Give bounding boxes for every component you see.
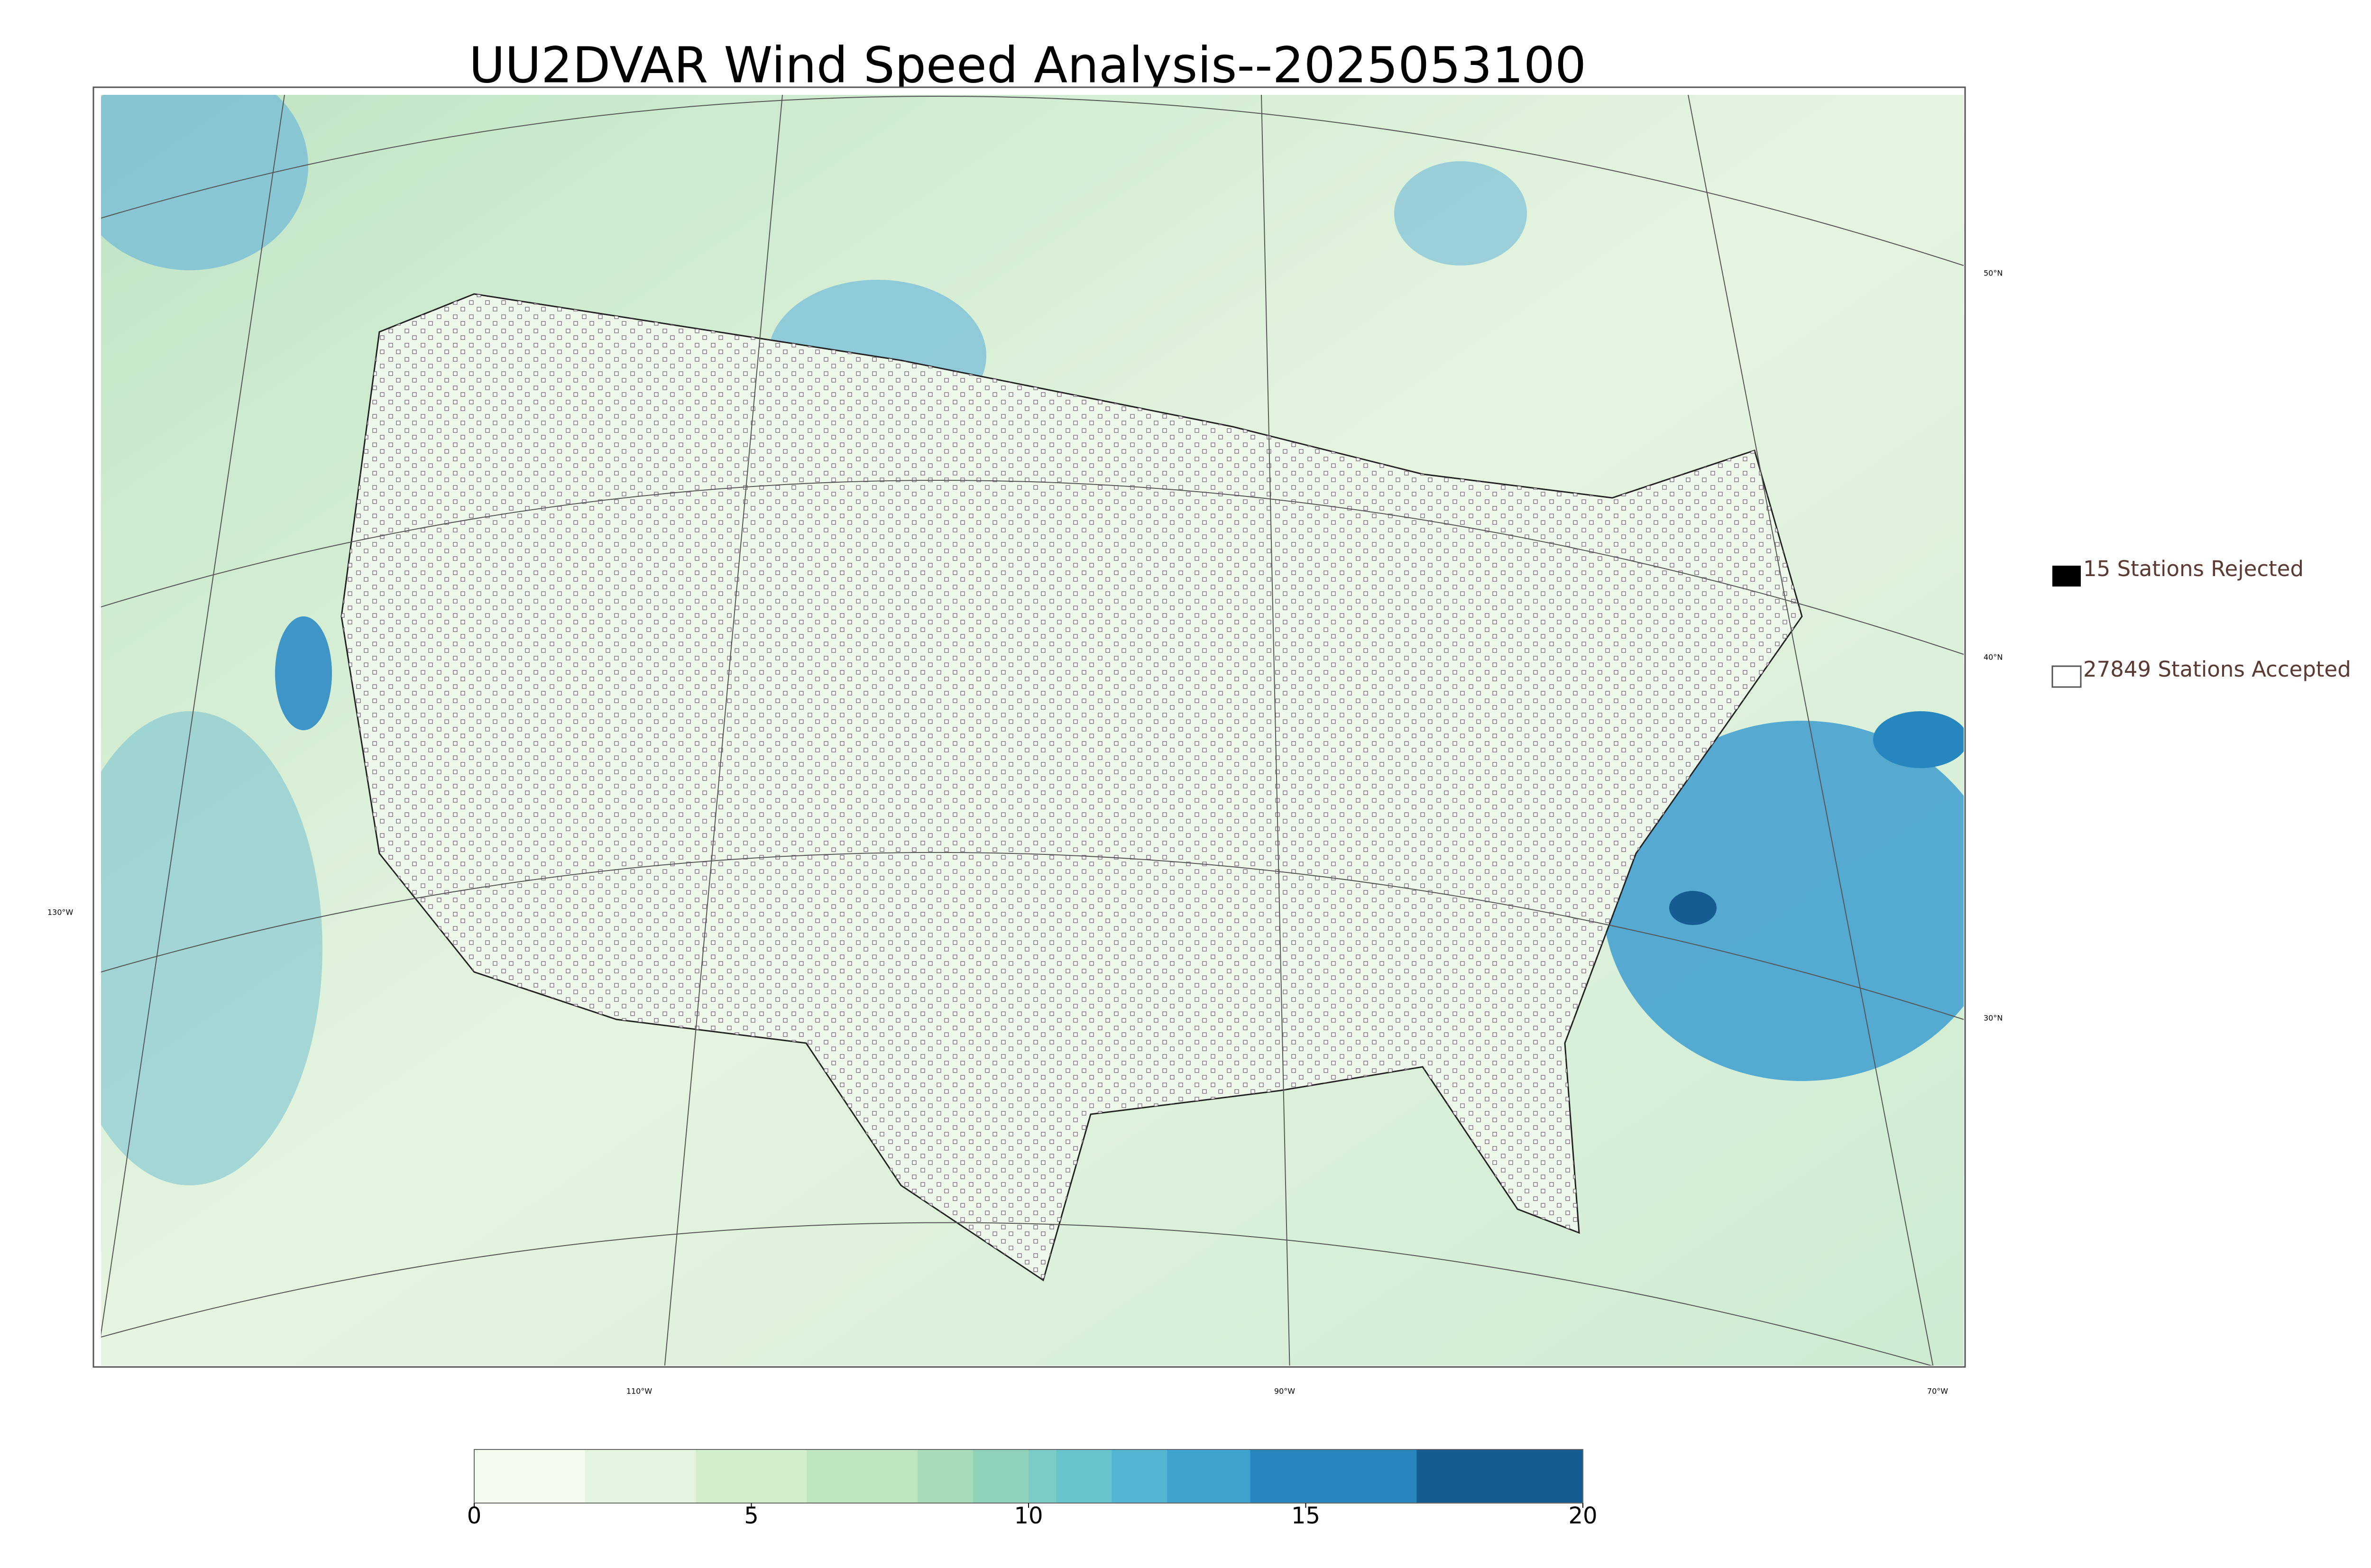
colorbar-band [1250, 1449, 1417, 1503]
colorbar-band [585, 1449, 697, 1503]
colorbar-tick-label: 20 [1568, 1503, 1597, 1529]
colorbar-band [973, 1449, 1029, 1503]
wind-field [101, 95, 1964, 1366]
colorbar-tick-label: 5 [744, 1503, 759, 1529]
rejected-legend-swatch [2052, 566, 2081, 587]
map-title: UU2DVAR Wind Speed Analysis--2025053100 [469, 36, 1586, 94]
lon-label: 130°W [47, 908, 74, 917]
colorbar-band [918, 1449, 974, 1503]
colorbar-band [1029, 1449, 1057, 1503]
lat-label: 30°N [1984, 1014, 2003, 1023]
colorbar-band [807, 1449, 918, 1503]
accepted-legend-label: 27849 Stations Accepted [2083, 657, 2351, 682]
lat-label: 50°N [1984, 269, 2003, 278]
lon-label: 70°W [1927, 1387, 1948, 1396]
colorbar: 0 5 10 15 20 [467, 1449, 1598, 1529]
colorbar-band [696, 1449, 807, 1503]
colorbar-tick-label: 10 [1014, 1503, 1043, 1529]
colorbar-band [474, 1449, 586, 1503]
lat-label: 40°N [1984, 653, 2003, 662]
colorbar-band [1056, 1449, 1112, 1503]
colorbar-band [1167, 1449, 1251, 1503]
colorbar-tick-label: 15 [1291, 1503, 1320, 1529]
rejected-legend-label: 15 Stations Rejected [2083, 556, 2304, 581]
colorbar-band [1416, 1449, 1583, 1503]
colorbar-tick-label: 0 [467, 1503, 482, 1529]
lon-label: 90°W [1274, 1387, 1295, 1396]
accepted-legend-swatch [2051, 665, 2082, 688]
lon-label: 110°W [626, 1387, 652, 1396]
colorbar-band [1112, 1449, 1167, 1503]
